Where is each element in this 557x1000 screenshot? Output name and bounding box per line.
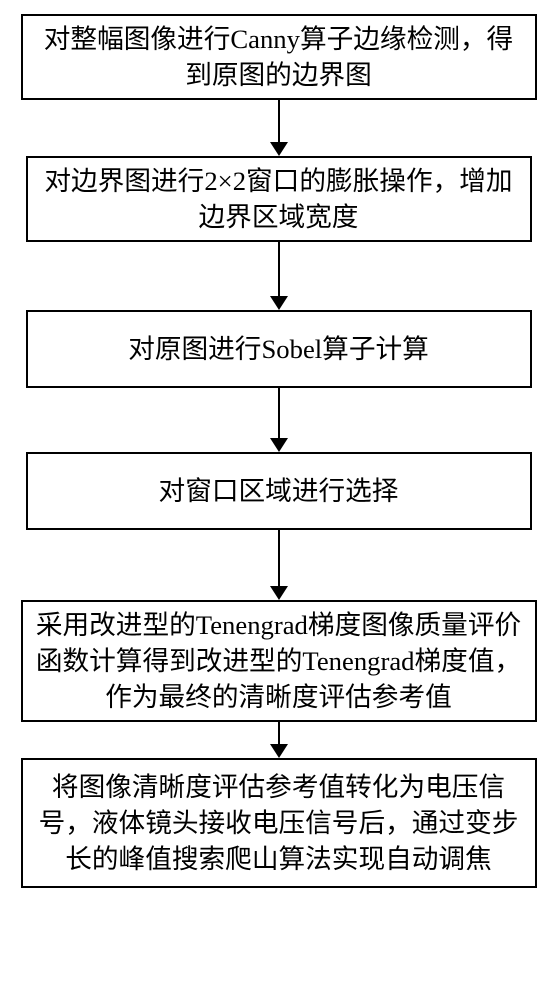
arrow-shaft: [278, 388, 280, 438]
flowchart-step: 对边界图进行2×2窗口的膨胀操作，增加边界区域宽度: [26, 156, 532, 242]
arrow-head-icon: [270, 142, 288, 156]
flowchart-arrow: [270, 722, 288, 758]
flowchart-step: 将图像清晰度评估参考值转化为电压信号，液体镜头接收电压信号后，通过变步长的峰值搜…: [21, 758, 537, 888]
flowchart-arrow: [270, 100, 288, 156]
arrow-head-icon: [270, 744, 288, 758]
arrow-head-icon: [270, 586, 288, 600]
flowchart-container: 对整幅图像进行Canny算子边缘检测，得到原图的边界图 对边界图进行2×2窗口的…: [0, 0, 557, 902]
arrow-shaft: [278, 722, 280, 744]
flowchart-arrow: [270, 530, 288, 600]
arrow-shaft: [278, 100, 280, 142]
arrow-shaft: [278, 530, 280, 586]
arrow-head-icon: [270, 296, 288, 310]
flowchart-step: 对原图进行Sobel算子计算: [26, 310, 532, 388]
flowchart-step: 对窗口区域进行选择: [26, 452, 532, 530]
flowchart-step: 采用改进型的Tenengrad梯度图像质量评价函数计算得到改进型的Tenengr…: [21, 600, 537, 722]
flowchart-step: 对整幅图像进行Canny算子边缘检测，得到原图的边界图: [21, 14, 537, 100]
flowchart-arrow: [270, 388, 288, 452]
flowchart-arrow: [270, 242, 288, 310]
arrow-head-icon: [270, 438, 288, 452]
arrow-shaft: [278, 242, 280, 296]
